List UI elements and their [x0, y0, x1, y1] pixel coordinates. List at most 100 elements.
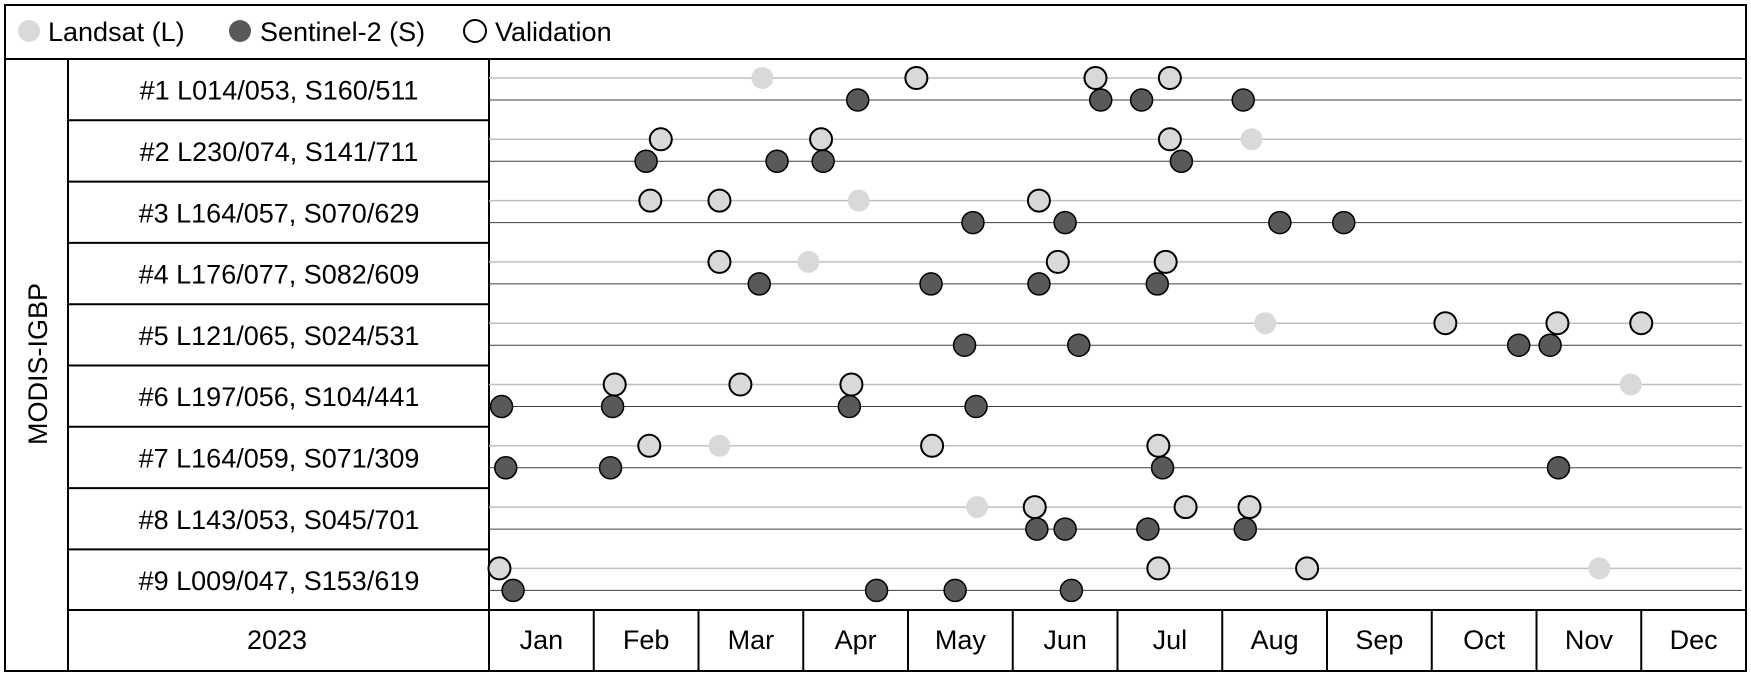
- validation-point: [1545, 311, 1570, 336]
- site-label: #8 L143/053, S045/701: [139, 505, 420, 535]
- legend-landsat-marker: [18, 20, 40, 42]
- y-axis-label: MODIS-IGBP: [23, 283, 53, 445]
- site-label: #3 L164/057, S070/629: [139, 198, 420, 228]
- site-label: #7 L164/059, S071/309: [139, 443, 420, 473]
- site-label: #4 L176/077, S082/609: [139, 260, 420, 290]
- site-label: #1 L014/053, S160/511: [140, 76, 419, 106]
- year-label: 2023: [247, 625, 307, 655]
- site-grid-lines: [489, 77, 1742, 591]
- site-label: #2 L230/074, S141/711: [140, 137, 419, 167]
- validation-point: [1173, 495, 1198, 520]
- outer-border: [4, 4, 1747, 672]
- sentinel-point: [964, 394, 988, 419]
- sentinel-point: [1150, 456, 1175, 480]
- month-label: Feb: [623, 625, 670, 655]
- site-label: #9 L009/047, S153/619: [139, 566, 420, 596]
- validation-point: [1153, 249, 1178, 274]
- legend: Landsat (L) Sentinel-2 (S) Validation: [18, 17, 612, 47]
- sentinel-point: [1088, 88, 1113, 112]
- sentinel-point: [961, 210, 985, 235]
- validation-point: [648, 127, 673, 152]
- validation-point: [1157, 127, 1182, 152]
- validation-point: [487, 556, 512, 581]
- sentinel-point: [837, 394, 862, 419]
- sentinel-point: [1506, 333, 1531, 357]
- validation-point: [707, 188, 732, 213]
- month-axis: Jan Feb Mar Apr May Jun Jul Aug Sep Oct Nov Dec: [520, 610, 1718, 671]
- validation-point: [637, 433, 662, 458]
- validation-point: [1022, 495, 1047, 520]
- sentinel-point: [1332, 210, 1356, 235]
- sentinel-point: [1053, 210, 1077, 235]
- validation-point: [1045, 249, 1070, 274]
- month-label: Jan: [520, 625, 564, 655]
- landsat-point: [797, 250, 820, 273]
- landsat-point: [1588, 557, 1611, 580]
- validation-point: [1083, 66, 1108, 90]
- sentinel-point: [494, 456, 518, 480]
- sentinel-point: [1268, 210, 1292, 235]
- month-label: Sep: [1355, 625, 1403, 655]
- sentinel-point: [1066, 333, 1091, 357]
- chart-frame: [4, 4, 1747, 672]
- site-labels: #1 L014/053, S160/511 #2 L230/074, S141/7…: [139, 76, 420, 596]
- site-label: #5 L121/065, S024/531: [139, 321, 420, 351]
- sentinel-point: [952, 333, 977, 357]
- sentinel-point: [1145, 272, 1170, 296]
- sentinel-point: [1538, 333, 1562, 357]
- legend-landsat-label: Landsat (L): [48, 17, 185, 47]
- landsat-point: [966, 496, 989, 519]
- landsat-point: [708, 434, 731, 457]
- sentinel-point: [634, 149, 658, 174]
- landsat-point: [751, 67, 774, 89]
- legend-validation-marker: [463, 19, 487, 43]
- landsat-point: [1240, 128, 1263, 151]
- acquisition-points: [487, 66, 1654, 603]
- sentinel-point: [943, 578, 967, 603]
- month-label: Mar: [728, 625, 775, 655]
- validation-point: [1157, 66, 1182, 90]
- month-label: Nov: [1565, 625, 1614, 655]
- validation-point: [1237, 495, 1262, 520]
- validation-point: [728, 372, 753, 397]
- validation-point: [1433, 311, 1458, 336]
- sentinel-point: [501, 578, 525, 603]
- sentinel-point: [1231, 88, 1255, 112]
- month-label: Jul: [1153, 625, 1188, 655]
- month-label: Aug: [1251, 625, 1299, 655]
- validation-point: [602, 372, 627, 397]
- month-label: Oct: [1463, 625, 1506, 655]
- sentinel-point: [598, 456, 623, 480]
- sentinel-point: [864, 578, 889, 603]
- sentinel-point: [919, 272, 943, 296]
- month-label: Dec: [1670, 625, 1718, 655]
- validation-point: [707, 249, 732, 274]
- validation-point: [1146, 556, 1171, 581]
- month-label: Apr: [835, 625, 877, 655]
- legend-sentinel-label: Sentinel-2 (S): [260, 17, 425, 47]
- sentinel-point: [1169, 149, 1194, 174]
- validation-point: [1146, 433, 1171, 458]
- sentinel-point: [1546, 456, 1571, 480]
- validation-point: [809, 127, 834, 152]
- validation-point: [1629, 311, 1654, 336]
- sentinel-point: [845, 88, 870, 112]
- sentinel-point: [1136, 517, 1160, 541]
- sentinel-point: [1053, 517, 1077, 541]
- month-label: Jun: [1043, 625, 1087, 655]
- sentinel-point: [1233, 517, 1258, 541]
- sentinel-point: [600, 394, 625, 419]
- validation-point: [1026, 188, 1051, 213]
- sentinel-point: [1025, 517, 1049, 541]
- sentinel-point: [747, 272, 772, 296]
- validation-point: [638, 188, 663, 213]
- sentinel-point: [811, 149, 835, 174]
- sentinel-point: [489, 394, 514, 419]
- site-label: #6 L197/056, S104/441: [139, 382, 420, 412]
- legend-validation-label: Validation: [495, 17, 612, 47]
- sentinel-point: [1027, 272, 1051, 296]
- validation-point: [839, 372, 864, 397]
- sentinel-point: [1059, 578, 1084, 603]
- landsat-point: [847, 189, 870, 212]
